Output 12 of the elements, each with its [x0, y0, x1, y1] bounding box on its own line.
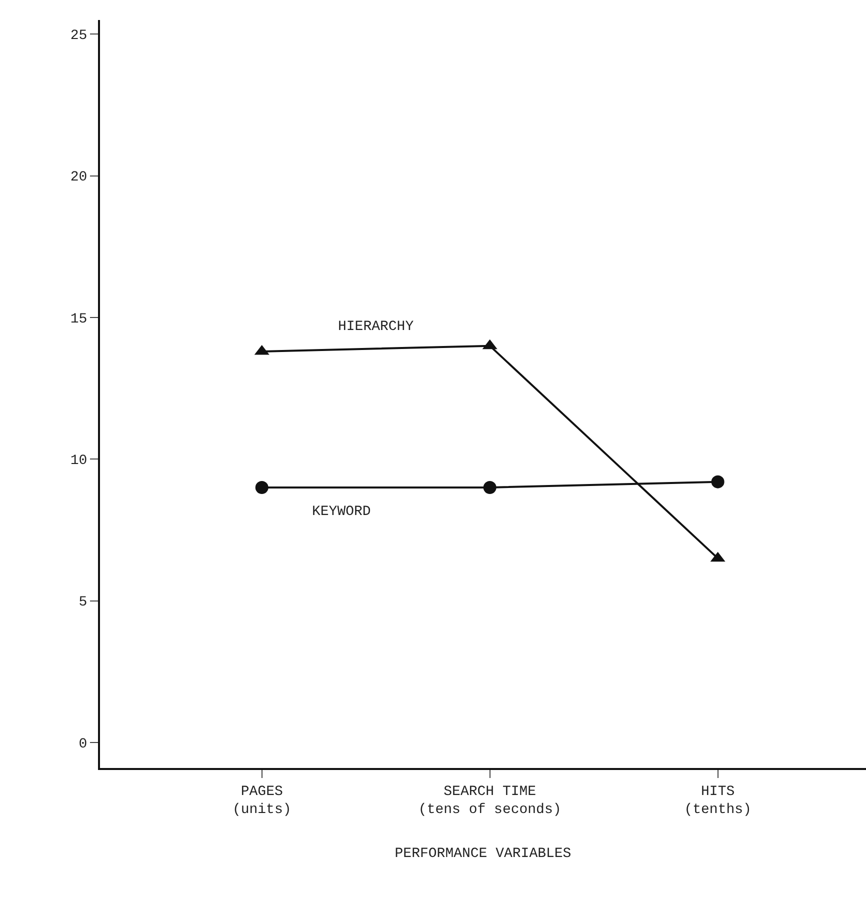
- y-tick-label: 15: [70, 311, 88, 328]
- y-tick-label: 20: [70, 170, 88, 186]
- y-tick-label: 0: [78, 736, 88, 752]
- x-axis-title: PERFORMANCE VARIABLES: [394, 846, 572, 862]
- y-tick-label: 10: [70, 453, 88, 470]
- y-tick-label: 25: [70, 28, 88, 44]
- y-tick-label: 5: [78, 594, 88, 611]
- x-tick-label: HITS (tenths): [684, 784, 752, 818]
- x-tick-label: PAGES (units): [232, 784, 292, 818]
- series-label: HIERARCHY: [338, 319, 414, 335]
- series-label: KEYWORD: [312, 504, 371, 520]
- x-tick-label: SEARCH TIME (tens of seconds): [418, 784, 562, 818]
